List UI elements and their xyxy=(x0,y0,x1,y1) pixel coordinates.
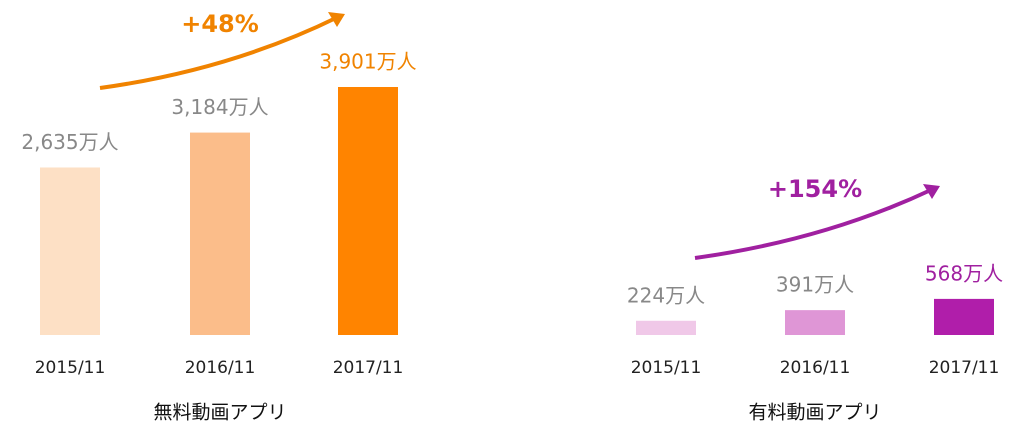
x-tick-label: 2017/11 xyxy=(929,358,1000,378)
annotation: +48% xyxy=(181,10,259,38)
bar xyxy=(190,132,250,335)
chart-title: 有料動画アプリ xyxy=(748,402,881,424)
arrow-head xyxy=(328,12,345,27)
growth-arrow xyxy=(99,15,339,90)
x-tick-label: 2016/11 xyxy=(185,358,256,378)
x-tick-label: 2015/11 xyxy=(631,358,702,378)
bar xyxy=(40,167,100,335)
bar xyxy=(636,320,696,335)
bar xyxy=(934,298,994,335)
bar xyxy=(785,310,845,335)
x-tick-label: 2017/11 xyxy=(333,358,404,378)
value-label: 224万人 xyxy=(627,283,705,307)
x-tick-label: 2016/11 xyxy=(780,358,851,378)
value-label: 3,184万人 xyxy=(171,95,268,119)
value-label: 2,635万人 xyxy=(21,130,118,154)
bar xyxy=(338,87,398,335)
value-label: 568万人 xyxy=(925,261,1003,285)
value-label: 391万人 xyxy=(776,273,854,297)
x-tick-label: 2015/11 xyxy=(35,358,106,378)
chart-title: 無料動画アプリ xyxy=(153,402,286,424)
value-label: 3,901万人 xyxy=(319,50,416,74)
growth-arrow xyxy=(694,187,934,260)
arrow-head xyxy=(923,184,940,199)
annotation: +154% xyxy=(768,175,862,203)
